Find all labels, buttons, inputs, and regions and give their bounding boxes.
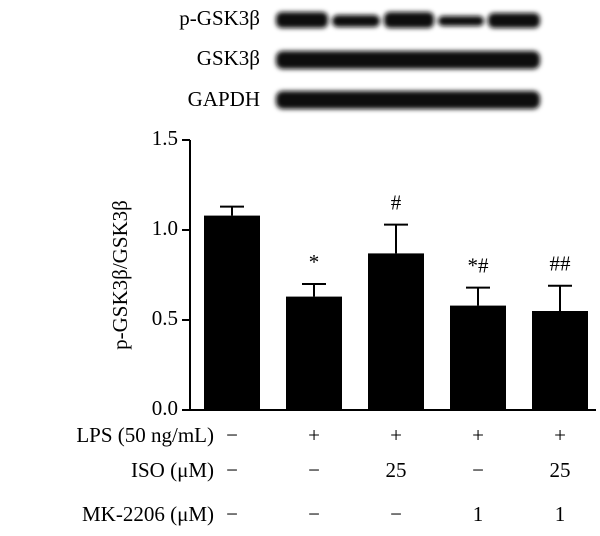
y-tick-label: 0.5 bbox=[152, 306, 178, 330]
error-bar bbox=[548, 284, 572, 311]
condition-value: + bbox=[554, 423, 566, 447]
condition-value: − bbox=[390, 502, 402, 526]
bar bbox=[286, 296, 342, 410]
annotation: * bbox=[309, 250, 320, 274]
y-axis-label: p-GSK3β/GSK3β bbox=[108, 200, 132, 350]
condition-value: − bbox=[226, 458, 238, 482]
annotation: ## bbox=[550, 252, 572, 276]
bar bbox=[368, 253, 424, 410]
condition-label: MK-2206 (μM) bbox=[82, 502, 214, 526]
blot bbox=[276, 12, 540, 109]
bar bbox=[532, 311, 588, 410]
blot-label: p-GSK3β bbox=[179, 6, 260, 30]
condition-value: 1 bbox=[555, 502, 566, 526]
condition-label: ISO (μM) bbox=[131, 458, 214, 482]
condition-value: − bbox=[308, 502, 320, 526]
error-bar bbox=[220, 205, 244, 216]
bar bbox=[204, 215, 260, 410]
blot-label: GSK3β bbox=[197, 46, 260, 70]
annotation: # bbox=[391, 190, 402, 214]
condition-value: − bbox=[226, 502, 238, 526]
condition-value: + bbox=[472, 423, 484, 447]
error-bar bbox=[384, 223, 408, 254]
condition-value: + bbox=[308, 423, 320, 447]
condition-value: 25 bbox=[386, 458, 407, 482]
condition-value: − bbox=[226, 423, 238, 447]
y-tick-label: 0.0 bbox=[152, 396, 178, 420]
condition-value: + bbox=[390, 423, 402, 447]
condition-value: 1 bbox=[473, 502, 484, 526]
y-tick-label: 1.5 bbox=[152, 126, 178, 150]
condition-value: − bbox=[472, 458, 484, 482]
blot-label: GAPDH bbox=[188, 87, 260, 111]
condition-value: − bbox=[308, 458, 320, 482]
condition-value: 25 bbox=[550, 458, 571, 482]
error-bar bbox=[466, 286, 490, 306]
error-bar bbox=[302, 283, 326, 297]
y-tick-label: 1.0 bbox=[152, 216, 178, 240]
annotation: *# bbox=[468, 253, 490, 277]
bar bbox=[450, 305, 506, 410]
condition-label: LPS (50 ng/mL) bbox=[76, 423, 214, 447]
